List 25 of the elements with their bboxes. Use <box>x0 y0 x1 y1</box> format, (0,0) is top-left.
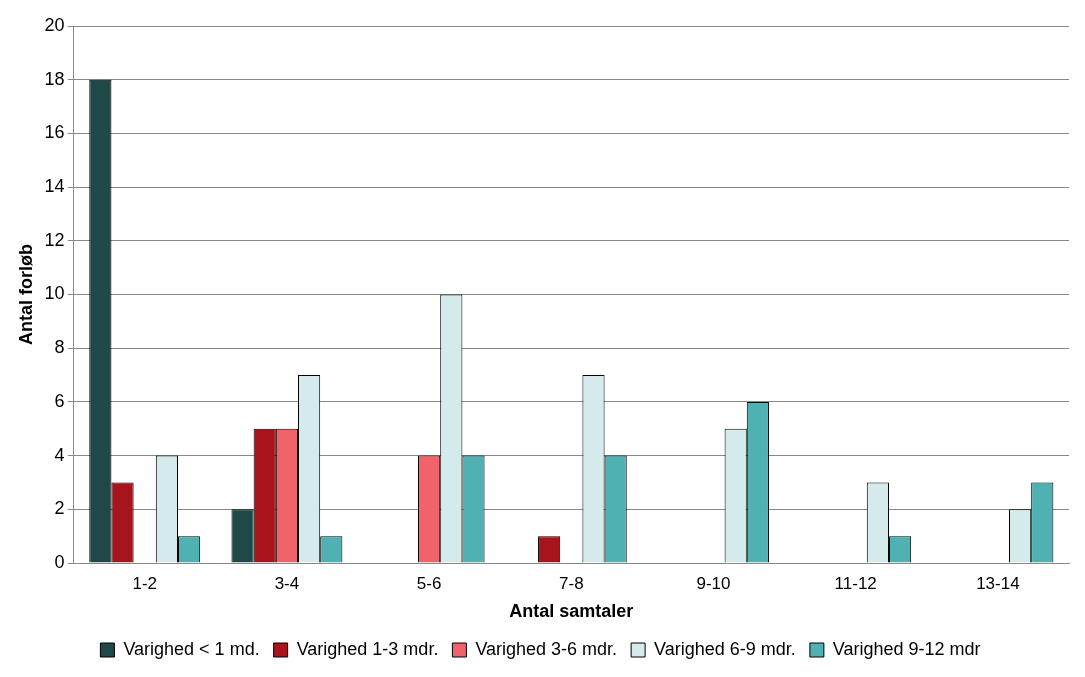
x-tick-label: 11-12 <box>834 573 877 593</box>
x-axis-title: Antal samtaler <box>509 601 634 622</box>
y-axis-title: Antal forløb <box>15 244 36 345</box>
legend-label: Varighed 6-9 mdr. <box>654 638 796 659</box>
x-tick-label: 7-8 <box>559 573 584 593</box>
legend-label: Varighed < 1 md. <box>123 638 260 659</box>
legend-label: Varighed 3-6 mdr. <box>475 638 618 659</box>
legend-label: Varighed 9-12 mdr <box>832 638 981 659</box>
legend-label: Varighed 1-3 mdr. <box>296 638 439 659</box>
y-tick-label: 2 <box>54 498 65 519</box>
y-tick-label: 20 <box>44 14 65 35</box>
y-tick-label: 6 <box>54 390 65 411</box>
y-tick-label: 4 <box>54 444 65 465</box>
y-tick-label: 18 <box>44 68 65 89</box>
y-tick-label: 12 <box>44 229 65 250</box>
y-tick-label: 14 <box>44 176 65 197</box>
x-tick-label: 9-10 <box>696 573 731 593</box>
y-tick-label: 10 <box>44 283 65 304</box>
x-tick-label: 5-6 <box>416 573 442 593</box>
y-tick-label: 0 <box>54 551 65 572</box>
x-tick-label: 13-14 <box>976 573 1020 593</box>
y-tick-label: 8 <box>54 337 65 358</box>
x-tick-label: 1-2 <box>132 573 158 593</box>
y-tick-label: 16 <box>44 122 65 143</box>
x-tick-label: 3-4 <box>274 573 300 593</box>
